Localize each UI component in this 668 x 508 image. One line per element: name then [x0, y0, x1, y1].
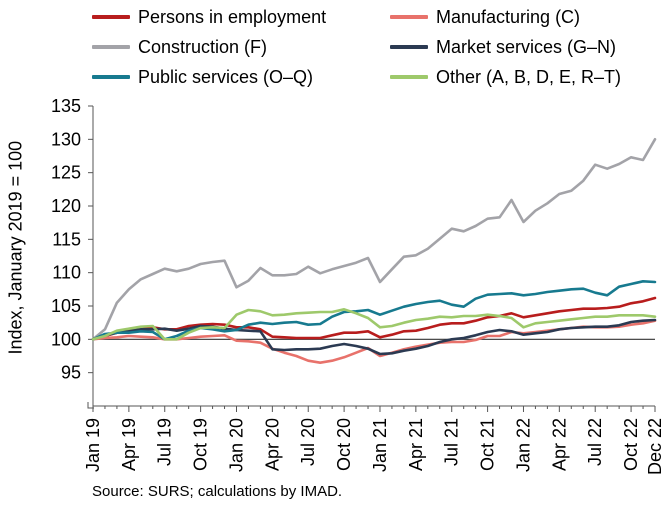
x-tick-label: Oct 21 [478, 418, 498, 471]
legend-item: Market services (G–N) [390, 32, 616, 62]
x-tick-label: Jul 20 [298, 418, 318, 466]
x-tick-label: Oct 22 [621, 418, 641, 471]
x-tick-label: Apr 21 [406, 418, 426, 471]
legend-label: Persons in employment [138, 6, 327, 27]
x-tick-label: Jan 19 [83, 418, 103, 472]
y-tick-label: 115 [52, 229, 81, 249]
legend-swatch [390, 75, 428, 79]
source-note: Source: SURS; calculations by IMAD. [92, 483, 343, 500]
x-tick-label: Apr 20 [262, 418, 282, 471]
legend-item: Public services (O–Q) [92, 62, 313, 92]
series-line [91, 318, 657, 356]
x-tick-label: Jul 21 [442, 418, 462, 466]
x-tick-label: Jan 21 [370, 418, 390, 472]
legend-swatch [92, 15, 130, 19]
y-tick-label: 135 [51, 96, 81, 116]
axis-break-mark [87, 402, 94, 409]
chart-legend: Persons in employment Manufacturing (C) … [92, 2, 662, 98]
y-tick-label: 110 [52, 263, 81, 283]
y-tick-label: 120 [51, 196, 81, 216]
y-tick-label: 125 [51, 163, 81, 183]
series-lines [91, 138, 657, 364]
x-tick-label: Apr 19 [119, 418, 139, 471]
series-line [91, 138, 657, 341]
series-line [91, 296, 657, 341]
legend-swatch [92, 75, 130, 79]
series-line [91, 280, 657, 341]
legend-label: Manufacturing (C) [436, 6, 581, 27]
legend-item: Other (A, B, D, E, R–T) [390, 62, 621, 92]
legend-item: Manufacturing (C) [390, 2, 580, 32]
x-tick-label: Jan 22 [513, 418, 533, 472]
x-tick-label: Apr 22 [549, 418, 569, 471]
legend-swatch [390, 15, 428, 19]
chart-axes [87, 105, 656, 412]
x-tick-label: Oct 20 [334, 418, 354, 471]
x-tick-label: Dec 22 [645, 418, 665, 475]
y-axis-title: Index, January 2019 = 100 [5, 140, 26, 355]
x-tick-label: Jul 22 [585, 418, 605, 466]
y-tick-label: 95 [61, 363, 81, 383]
legend-label: Public services (O–Q) [138, 66, 314, 87]
series-line [91, 308, 657, 341]
legend-label: Construction (F) [138, 36, 268, 57]
tick-labels: 95 100 105 110 115 120 125 130 135 Jan 19 Apr 19 Ju… [51, 96, 665, 475]
y-tick-label: 130 [51, 129, 81, 149]
legend-label: Other (A, B, D, E, R–T) [436, 66, 622, 87]
legend-item: Persons in employment [92, 2, 326, 32]
y-tick-label: 105 [51, 296, 81, 316]
y-tick-label: 100 [51, 329, 81, 349]
legend-swatch [92, 45, 130, 49]
x-tick-label: Oct 19 [191, 418, 211, 471]
legend-item: Construction (F) [92, 32, 267, 62]
legend-swatch [390, 45, 428, 49]
x-tick-label: Jan 20 [226, 418, 246, 472]
legend-label: Market services (G–N) [436, 36, 617, 57]
x-tick-label: Jul 19 [155, 418, 175, 466]
